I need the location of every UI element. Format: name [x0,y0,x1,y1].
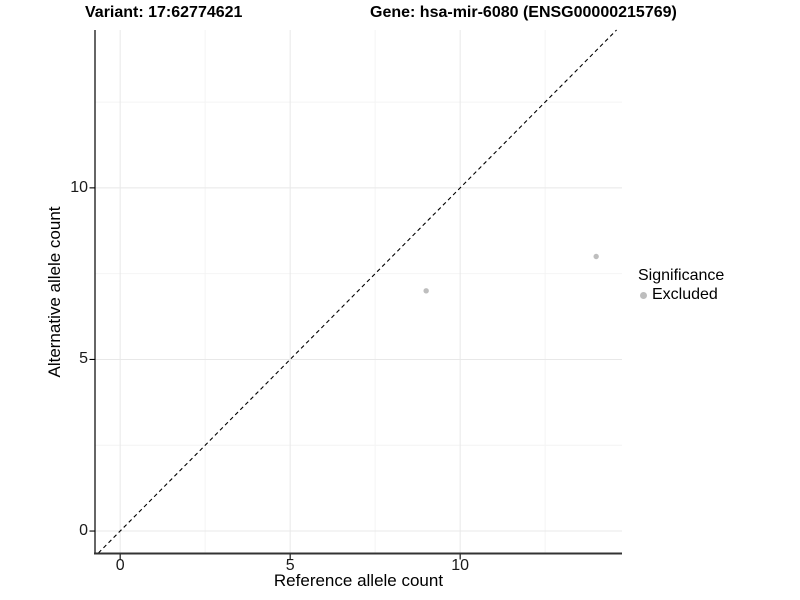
variant-title: Variant: 17:62774621 [85,4,243,21]
legend-item-label: Excluded [652,286,718,303]
y-tick-label: 10 [70,178,88,196]
x-tick-label: 0 [115,557,125,574]
legend-item: Excluded [640,286,724,304]
x-tick-label: 10 [451,557,470,574]
x-axis-title: Reference allele count [273,571,444,590]
data-point [423,288,429,294]
gene-title: Gene: hsa-mir-6080 (ENSG00000215769) [370,4,677,21]
identity-line [98,29,617,554]
x-tick-label: 5 [285,557,295,574]
y-tick-label: 0 [79,522,88,540]
legend: Significance Excluded [638,267,724,304]
data-point [593,253,599,260]
y-tick-label: 5 [79,350,88,368]
legend-marker-icon [640,291,647,299]
legend-title: Significance [638,267,725,284]
